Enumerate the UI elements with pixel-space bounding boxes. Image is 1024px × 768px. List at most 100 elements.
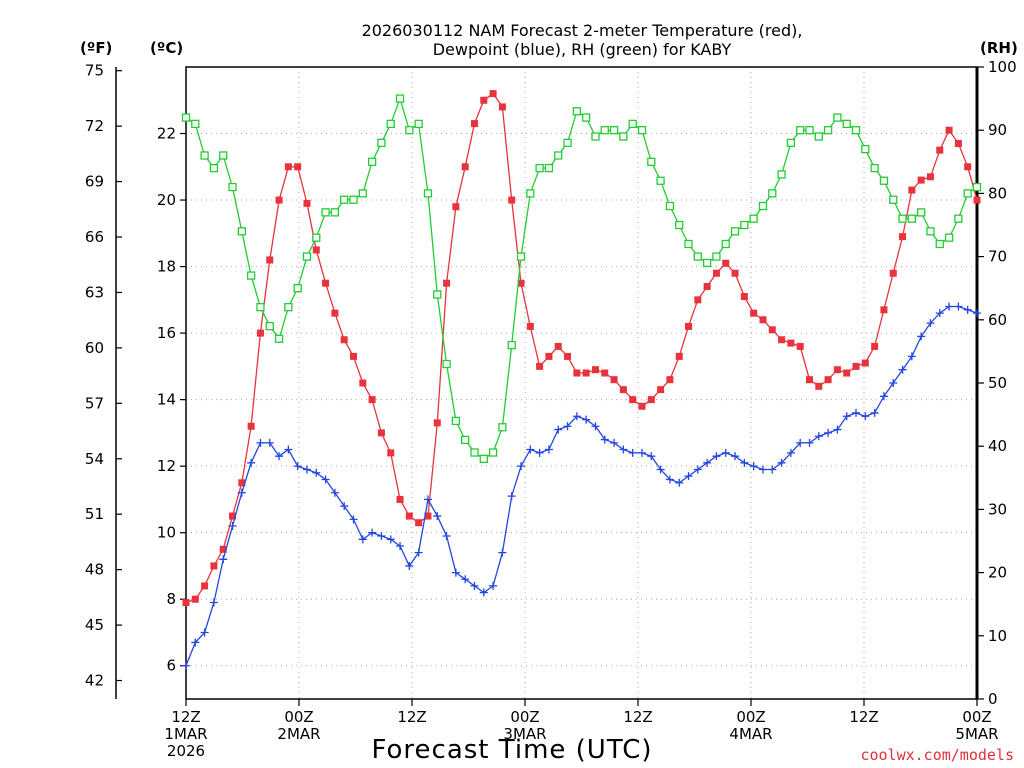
rh-point [265,321,274,331]
rh-tick-label: 80 [988,184,1007,202]
dewpoint-point [442,532,451,541]
rh-point [944,233,954,242]
temperature-point [768,326,776,334]
temperature-point [554,342,562,350]
rh-point [433,290,442,299]
temperature-point [219,545,227,553]
rh-tick-label: 50 [988,374,1007,392]
temperature-point [229,512,237,520]
dewpoint-point [824,428,833,437]
dewpoint-point [758,465,767,474]
temperature-point [638,402,646,410]
series-layer [181,90,982,670]
rh-point [535,163,544,173]
fahrenheit-tick-label: 54 [85,450,104,468]
rh-point [786,138,796,147]
temperature-point [359,379,367,387]
rh-line [185,96,978,460]
fahrenheit-tick-label: 72 [85,117,104,135]
rh-point [926,227,935,236]
temperature-point [387,449,395,457]
rh-tick-label: 60 [988,311,1007,329]
rh-point [628,119,637,129]
fahrenheit-unit-label: (ºF) [80,39,112,57]
temperature-point [247,422,255,430]
rh-point [684,239,693,249]
temperature-point [582,369,590,377]
dewpoint-point [479,588,488,597]
rh-point [796,126,805,135]
dewpoint-point [228,522,237,531]
dewpoint-point [349,515,358,524]
temperature-point [191,595,199,603]
rh-point [954,214,963,223]
dewpoint-point [544,445,553,454]
x-tick-label: 2026 [167,742,205,760]
dewpoint-point [470,581,479,590]
dewpoint-point [582,415,591,424]
dewpoint-line [185,305,978,666]
grid-lines [186,67,977,699]
temperature-point [852,362,860,370]
rh-point [470,448,479,457]
temperature-point [322,279,330,287]
dewpoint-point [656,465,665,474]
temperature-point [666,376,674,384]
temperature-point [899,233,907,241]
temperature-point [564,352,572,360]
rh-point [907,214,917,223]
rh-point [665,201,675,211]
rh-point [479,454,488,463]
rh-tick-label: 30 [988,500,1007,518]
dewpoint-point [628,448,637,457]
rh-tick-label: 20 [988,564,1007,582]
rh-point [768,189,777,198]
rh-point [963,189,972,198]
rh-point [554,151,563,160]
rh-point [758,201,768,211]
dewpoint-point [935,309,944,318]
dewpoint-point [209,598,218,607]
rh-tick-label: 70 [988,248,1007,266]
dewpoint-point [675,478,684,487]
temperature-point [815,382,823,390]
temperature-point [731,269,739,277]
celsius-tick-label: 10 [157,524,176,542]
rh-point [740,220,749,230]
dewpoint-point [498,548,507,557]
rh-point [516,252,526,261]
temperature-point [629,396,637,404]
dewpoint-point [898,365,907,374]
temperature-point [415,519,423,527]
temperature-point [926,173,934,181]
dewpoint-point [712,452,721,461]
rh-point [526,189,535,198]
dewpoint-point [777,458,786,467]
rh-point [609,126,619,135]
rh-point [442,359,451,369]
dewpoint-point [917,332,926,341]
fahrenheit-tick-label: 60 [85,339,104,357]
rh-point [572,107,581,116]
dewpoint-point [861,412,870,421]
temperature-point [619,386,627,394]
dewpoint-point [182,661,190,670]
rh-tick-label: 40 [988,437,1007,455]
x-axis-title: Forecast Time (UTC) [371,735,652,765]
temperature-point [722,259,730,267]
temperature-point [750,309,758,317]
chart-title-line1: 2026030112 NAM Forecast 2-meter Temperat… [362,21,803,40]
temperature-point [908,186,916,194]
dewpoint-point [312,468,321,477]
dewpoint-point [647,452,656,461]
celsius-tick-label: 16 [157,324,176,342]
rh-point [321,208,330,217]
rh-point [451,416,461,426]
dewpoint-point [554,425,563,434]
temperature-point [350,352,358,360]
dewpoint-point [731,452,740,461]
rh-point [395,94,405,103]
dewpoint-point [368,528,377,537]
dewpoint-point [703,458,712,467]
rh-point [423,189,433,198]
